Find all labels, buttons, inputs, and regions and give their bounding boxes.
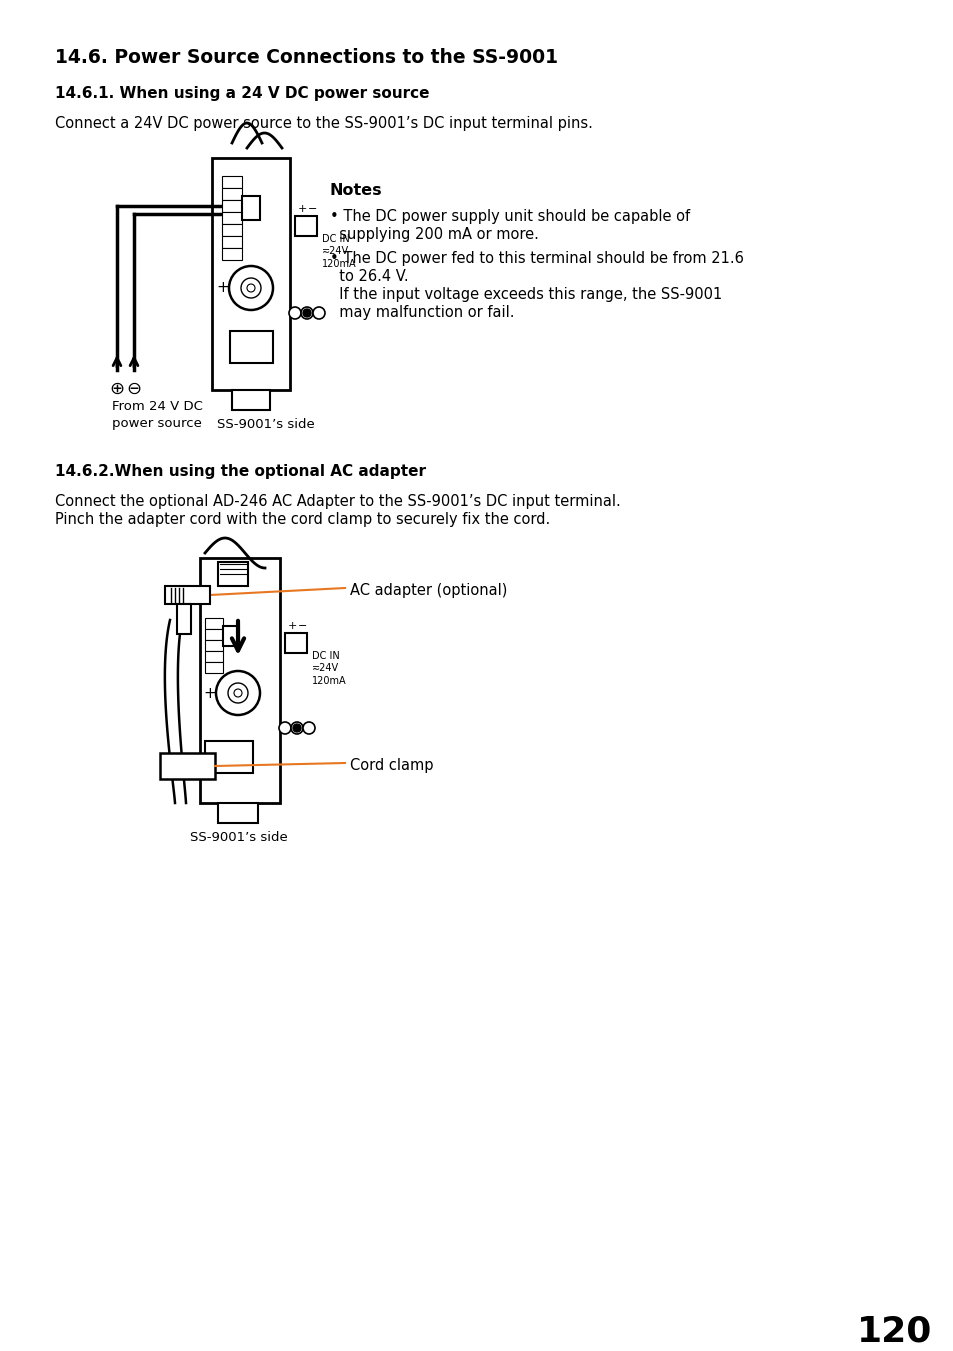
Bar — [222, 212, 242, 224]
Circle shape — [293, 724, 301, 732]
Bar — [294, 216, 316, 236]
Bar — [223, 626, 239, 646]
Bar — [222, 236, 242, 249]
Bar — [242, 196, 260, 220]
Bar — [205, 617, 223, 630]
Circle shape — [301, 307, 313, 319]
Text: +: + — [216, 281, 229, 296]
Text: • The DC power supply unit should be capable of: • The DC power supply unit should be cap… — [330, 209, 689, 224]
Bar — [205, 740, 253, 773]
Text: AC adapter (optional): AC adapter (optional) — [350, 584, 507, 598]
Text: 120: 120 — [857, 1315, 932, 1350]
Circle shape — [228, 684, 248, 703]
Circle shape — [278, 721, 291, 734]
Text: supplying 200 mA or more.: supplying 200 mA or more. — [330, 227, 538, 242]
Text: Pinch the adapter cord with the cord clamp to securely fix the cord.: Pinch the adapter cord with the cord cla… — [55, 512, 550, 527]
Circle shape — [233, 689, 242, 697]
Bar — [205, 651, 223, 662]
Text: DC IN
≂24V
120mA: DC IN ≂24V 120mA — [312, 651, 346, 686]
Text: SS-9001’s side: SS-9001’s side — [190, 831, 288, 844]
Bar — [230, 331, 273, 363]
Bar — [165, 586, 210, 604]
Bar — [232, 390, 270, 409]
Text: From 24 V DC: From 24 V DC — [112, 400, 203, 413]
Circle shape — [241, 278, 261, 299]
Text: may malfunction or fail.: may malfunction or fail. — [330, 305, 514, 320]
Circle shape — [229, 266, 273, 309]
Text: Connect a 24V DC power source to the SS-9001’s DC input terminal pins.: Connect a 24V DC power source to the SS-… — [55, 116, 592, 131]
Text: ⊕: ⊕ — [110, 380, 125, 399]
Circle shape — [247, 284, 254, 292]
Bar — [222, 224, 242, 236]
Text: 14.6.2.When using the optional AC adapter: 14.6.2.When using the optional AC adapte… — [55, 463, 426, 480]
Bar — [222, 188, 242, 200]
Circle shape — [289, 307, 301, 319]
Bar — [285, 634, 307, 653]
Text: ⊖: ⊖ — [127, 380, 141, 399]
Text: SS-9001’s side: SS-9001’s side — [216, 417, 314, 431]
Bar — [177, 604, 191, 634]
Text: +: + — [288, 621, 297, 631]
Circle shape — [303, 309, 311, 317]
Bar — [222, 176, 242, 188]
Circle shape — [313, 307, 325, 319]
Text: Cord clamp: Cord clamp — [350, 758, 433, 773]
Text: 14.6.1. When using a 24 V DC power source: 14.6.1. When using a 24 V DC power sourc… — [55, 86, 429, 101]
Text: to 26.4 V.: to 26.4 V. — [330, 269, 408, 284]
Text: Connect the optional AD-246 AC Adapter to the SS-9001’s DC input terminal.: Connect the optional AD-246 AC Adapter t… — [55, 494, 620, 509]
Bar — [222, 249, 242, 259]
Bar — [205, 640, 223, 651]
Text: 14.6. Power Source Connections to the SS-9001: 14.6. Power Source Connections to the SS… — [55, 49, 558, 68]
Bar — [205, 630, 223, 640]
Text: +: + — [297, 204, 307, 213]
Bar — [218, 802, 257, 823]
Text: • The DC power fed to this terminal should be from 21.6: • The DC power fed to this terminal shou… — [330, 251, 743, 266]
Text: power source: power source — [112, 417, 202, 430]
Bar — [222, 200, 242, 212]
Text: If the input voltage exceeds this range, the SS-9001: If the input voltage exceeds this range,… — [330, 286, 721, 303]
Bar — [200, 558, 280, 802]
Bar — [212, 158, 290, 390]
Bar — [160, 753, 214, 780]
Text: −: − — [297, 621, 307, 631]
Text: DC IN
≂24V
120mA: DC IN ≂24V 120mA — [322, 234, 356, 269]
Text: −: − — [308, 204, 317, 213]
Text: +: + — [203, 685, 216, 701]
Circle shape — [215, 671, 260, 715]
Circle shape — [291, 721, 303, 734]
Circle shape — [303, 721, 314, 734]
Text: Notes: Notes — [330, 182, 382, 199]
Bar — [218, 562, 248, 586]
Bar — [205, 662, 223, 673]
